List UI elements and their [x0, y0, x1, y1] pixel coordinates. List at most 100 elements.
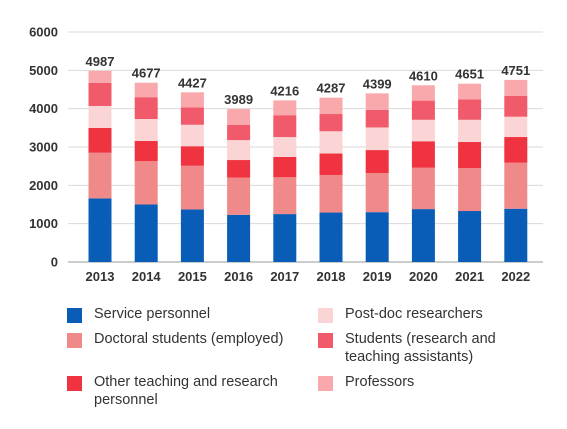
bar-segment [88, 152, 112, 199]
x-tick-label: 2016 [224, 269, 253, 284]
bar-segment [319, 131, 343, 154]
bar-segment [319, 212, 343, 262]
bar-segment [458, 99, 482, 120]
legend-swatch [318, 376, 333, 391]
total-label: 4677 [132, 66, 161, 81]
bar-segment [458, 168, 482, 212]
y-tick-label: 6000 [29, 25, 58, 40]
y-tick-label: 2000 [29, 178, 58, 193]
legend-label: Students (research and teaching assistan… [345, 331, 496, 365]
bar-segment [411, 85, 435, 101]
bar-segment [504, 137, 528, 163]
legend-swatch [318, 333, 333, 348]
total-label: 4751 [501, 63, 530, 78]
bar-segment [227, 109, 251, 125]
bar-segment [273, 177, 297, 215]
y-axis: 0 1000 2000 3000 4000 5000 6000 [29, 25, 58, 270]
y-tick-label: 5000 [29, 63, 58, 78]
bar-segment [180, 124, 204, 147]
bar-segment [134, 161, 158, 205]
bar-segment [411, 141, 435, 168]
bar-segment [411, 119, 435, 142]
legend-item-doctoral-students: Doctoral students (employed) [67, 330, 284, 348]
total-label: 4651 [455, 67, 484, 82]
legend-label: Post-doc researchers [345, 306, 483, 322]
bar-segment [365, 93, 389, 110]
bar-segment [411, 209, 435, 262]
bars [88, 70, 528, 262]
total-label: 4610 [409, 68, 438, 83]
bar-segment [227, 124, 251, 141]
bar-segment [504, 116, 528, 138]
bar-segment [319, 174, 343, 213]
bar-segment [365, 150, 389, 174]
bar-segment [365, 173, 389, 213]
bar-segment [365, 212, 389, 262]
legend-label: Professors [345, 374, 415, 390]
x-tick-label: 2022 [501, 269, 530, 284]
bar-segment [88, 105, 112, 128]
bar-segment [273, 137, 297, 157]
total-labels: 4987 4677 4427 3989 4216 4287 4399 4610 4651 4751 [86, 54, 531, 107]
legend-label: Doctoral students (employed) [94, 331, 284, 347]
bar-segment [504, 208, 528, 262]
bar-segment [458, 119, 482, 143]
bar-segment [411, 100, 435, 120]
bar-segment [411, 167, 435, 210]
bar-segment [134, 119, 158, 141]
bar-segment [365, 109, 389, 128]
bar-segment [227, 177, 251, 215]
bar-segment [134, 140, 158, 162]
legend-item-professors: Professors [318, 373, 535, 391]
total-label: 4987 [86, 54, 115, 69]
x-tick-label: 2017 [270, 269, 299, 284]
bar-segment [273, 214, 297, 262]
bar-segment [319, 153, 343, 175]
bar-segment [180, 209, 204, 262]
x-tick-label: 2015 [178, 269, 207, 284]
legend-label: Other teaching and research personnel [94, 374, 278, 408]
bar-segment [504, 162, 528, 209]
bar-segment [180, 165, 204, 210]
y-tick-label: 0 [51, 255, 58, 270]
chart-plot-area: 0 1000 2000 3000 4000 5000 6000 4987 4677 4427 39… [29, 25, 543, 284]
total-label: 4427 [178, 75, 207, 90]
bar-segment [504, 79, 528, 97]
bar-segment [88, 82, 112, 106]
bar-segment [458, 83, 482, 100]
bar-segment [365, 127, 389, 151]
y-tick-label: 4000 [29, 101, 58, 116]
bar-segment [319, 114, 343, 132]
bar-segment [180, 146, 204, 166]
x-tick-label: 2013 [86, 269, 115, 284]
x-tick-label: 2021 [455, 269, 484, 284]
bar-segment [504, 96, 528, 117]
legend-item-post-doc: Post-doc researchers [318, 305, 535, 323]
legend-item-students: Students (research and teaching assistan… [318, 330, 535, 366]
bar-segment [227, 214, 251, 262]
legend-label: Service personnel [94, 306, 211, 322]
total-label: 4399 [363, 76, 392, 91]
bar-segment [458, 142, 482, 169]
total-label: 4216 [270, 83, 299, 98]
legend-swatch [67, 376, 82, 391]
bar-segment [458, 211, 482, 262]
bar-segment [88, 70, 112, 83]
legend-item-service-personnel: Service personnel [67, 305, 284, 323]
bar-segment [273, 156, 297, 178]
bar-segment [180, 92, 204, 108]
bar-segment [88, 198, 112, 262]
bar-segment [134, 82, 158, 98]
bar-segment [273, 100, 297, 116]
bar-segment [227, 140, 251, 161]
legend-item-other-teaching: Other teaching and research personnel [67, 373, 284, 409]
legend-swatch [67, 333, 82, 348]
bar-segment [180, 107, 204, 125]
x-tick-label: 2014 [132, 269, 162, 284]
x-tick-label: 2018 [317, 269, 346, 284]
bar-segment [134, 204, 158, 262]
bar-segment [88, 127, 112, 153]
total-label: 3989 [224, 92, 253, 107]
x-tick-label: 2020 [409, 269, 438, 284]
